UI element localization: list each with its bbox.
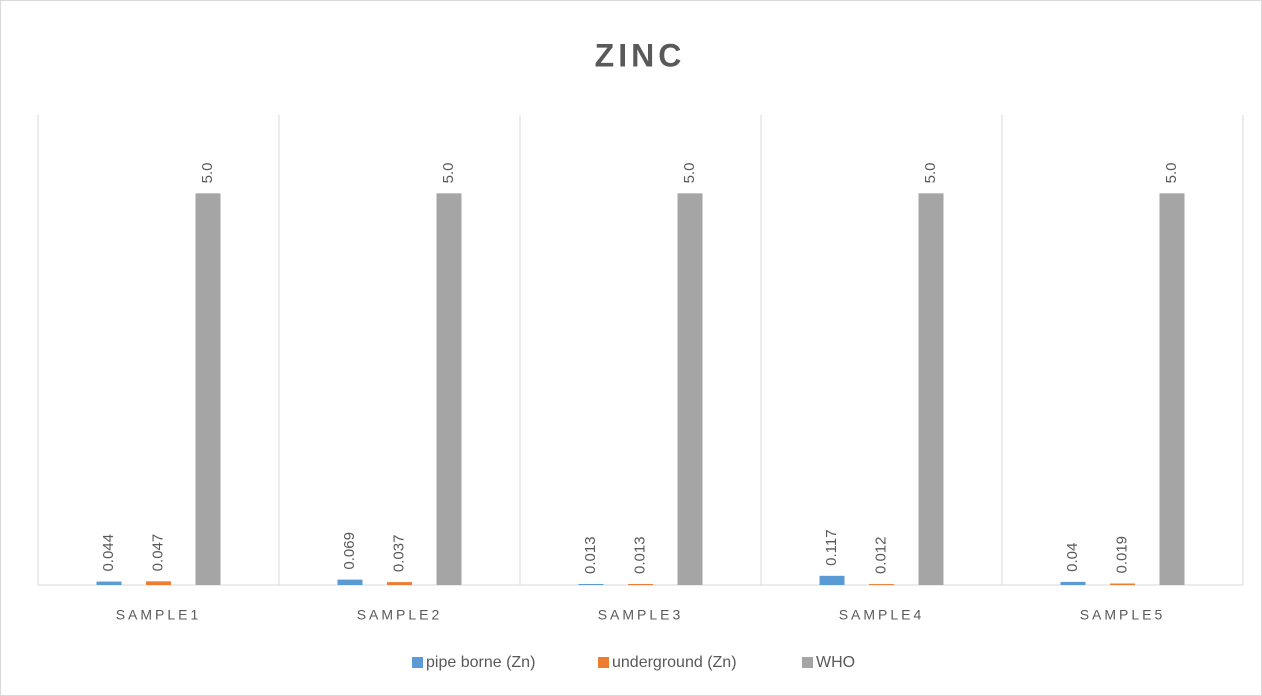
bar (869, 584, 894, 585)
legend-swatch (412, 657, 423, 668)
bar (146, 581, 171, 585)
legend-label: underground (Zn) (612, 654, 737, 671)
data-label: 0.012 (872, 537, 889, 575)
bar (387, 582, 412, 585)
bar (436, 193, 462, 586)
legend-swatch (802, 657, 813, 668)
x-tick-label: SAMPLE4 (839, 607, 925, 623)
legend-label: WHO (816, 654, 855, 671)
x-tick-label: SAMPLE1 (116, 607, 202, 623)
data-label: 5.0 (922, 162, 939, 183)
bar (96, 581, 122, 585)
legend-label: pipe borne (Zn) (426, 654, 535, 671)
bar (337, 579, 363, 585)
data-label: 0.069 (341, 532, 358, 570)
data-label: 0.013 (631, 536, 648, 574)
data-label: 5.0 (199, 162, 216, 183)
bar (1110, 583, 1135, 585)
bar (578, 583, 604, 585)
x-tick-label: SAMPLE2 (357, 607, 443, 623)
bar (677, 193, 703, 586)
data-label: 0.037 (390, 535, 407, 573)
data-label: 5.0 (440, 162, 457, 183)
chart-title: ZINC (595, 37, 686, 73)
bar (195, 193, 221, 586)
bar (819, 575, 845, 585)
data-label: 0.047 (149, 534, 166, 572)
data-label: 5.0 (1163, 162, 1180, 183)
data-label: 0.044 (100, 534, 117, 572)
bar (628, 583, 653, 585)
data-label: 0.019 (1113, 536, 1130, 574)
legend-swatch (598, 657, 609, 668)
x-tick-label: SAMPLE5 (1080, 607, 1166, 623)
bar (1060, 581, 1086, 585)
bar (1159, 193, 1185, 586)
data-label: 5.0 (681, 162, 698, 183)
data-label: 0.117 (823, 529, 840, 565)
data-label: 0.04 (1064, 543, 1081, 572)
data-label: 0.013 (582, 536, 599, 574)
x-tick-label: SAMPLE3 (598, 607, 684, 623)
bar (918, 193, 944, 586)
